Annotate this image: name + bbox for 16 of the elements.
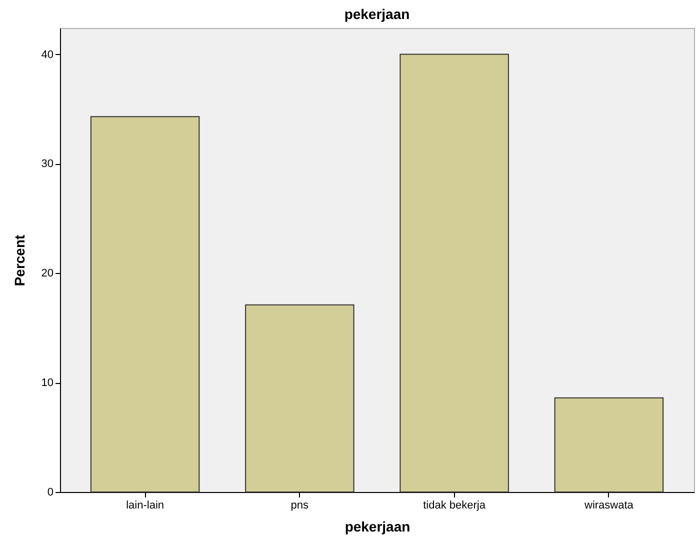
x-tick-label: pns — [290, 500, 310, 512]
x-tick-label: wiraswata — [584, 500, 634, 512]
y-tick-label: 0 — [47, 486, 54, 498]
y-tick-label: 30 — [41, 158, 54, 170]
y-tick-label: 40 — [41, 48, 54, 61]
bar — [400, 54, 509, 492]
bar — [245, 304, 354, 492]
bar — [554, 397, 664, 492]
y-tick-label: 20 — [41, 268, 54, 280]
y-tick-label: 10 — [41, 377, 54, 390]
chart-title: pekerjaan — [344, 6, 410, 22]
x-axis-title: pekerjaan — [344, 518, 410, 534]
x-tick-label: lain-lain — [126, 500, 164, 512]
bar — [90, 116, 200, 492]
y-axis-title: Percent — [11, 234, 28, 286]
x-tick-label: tidak bekerja — [423, 500, 486, 512]
